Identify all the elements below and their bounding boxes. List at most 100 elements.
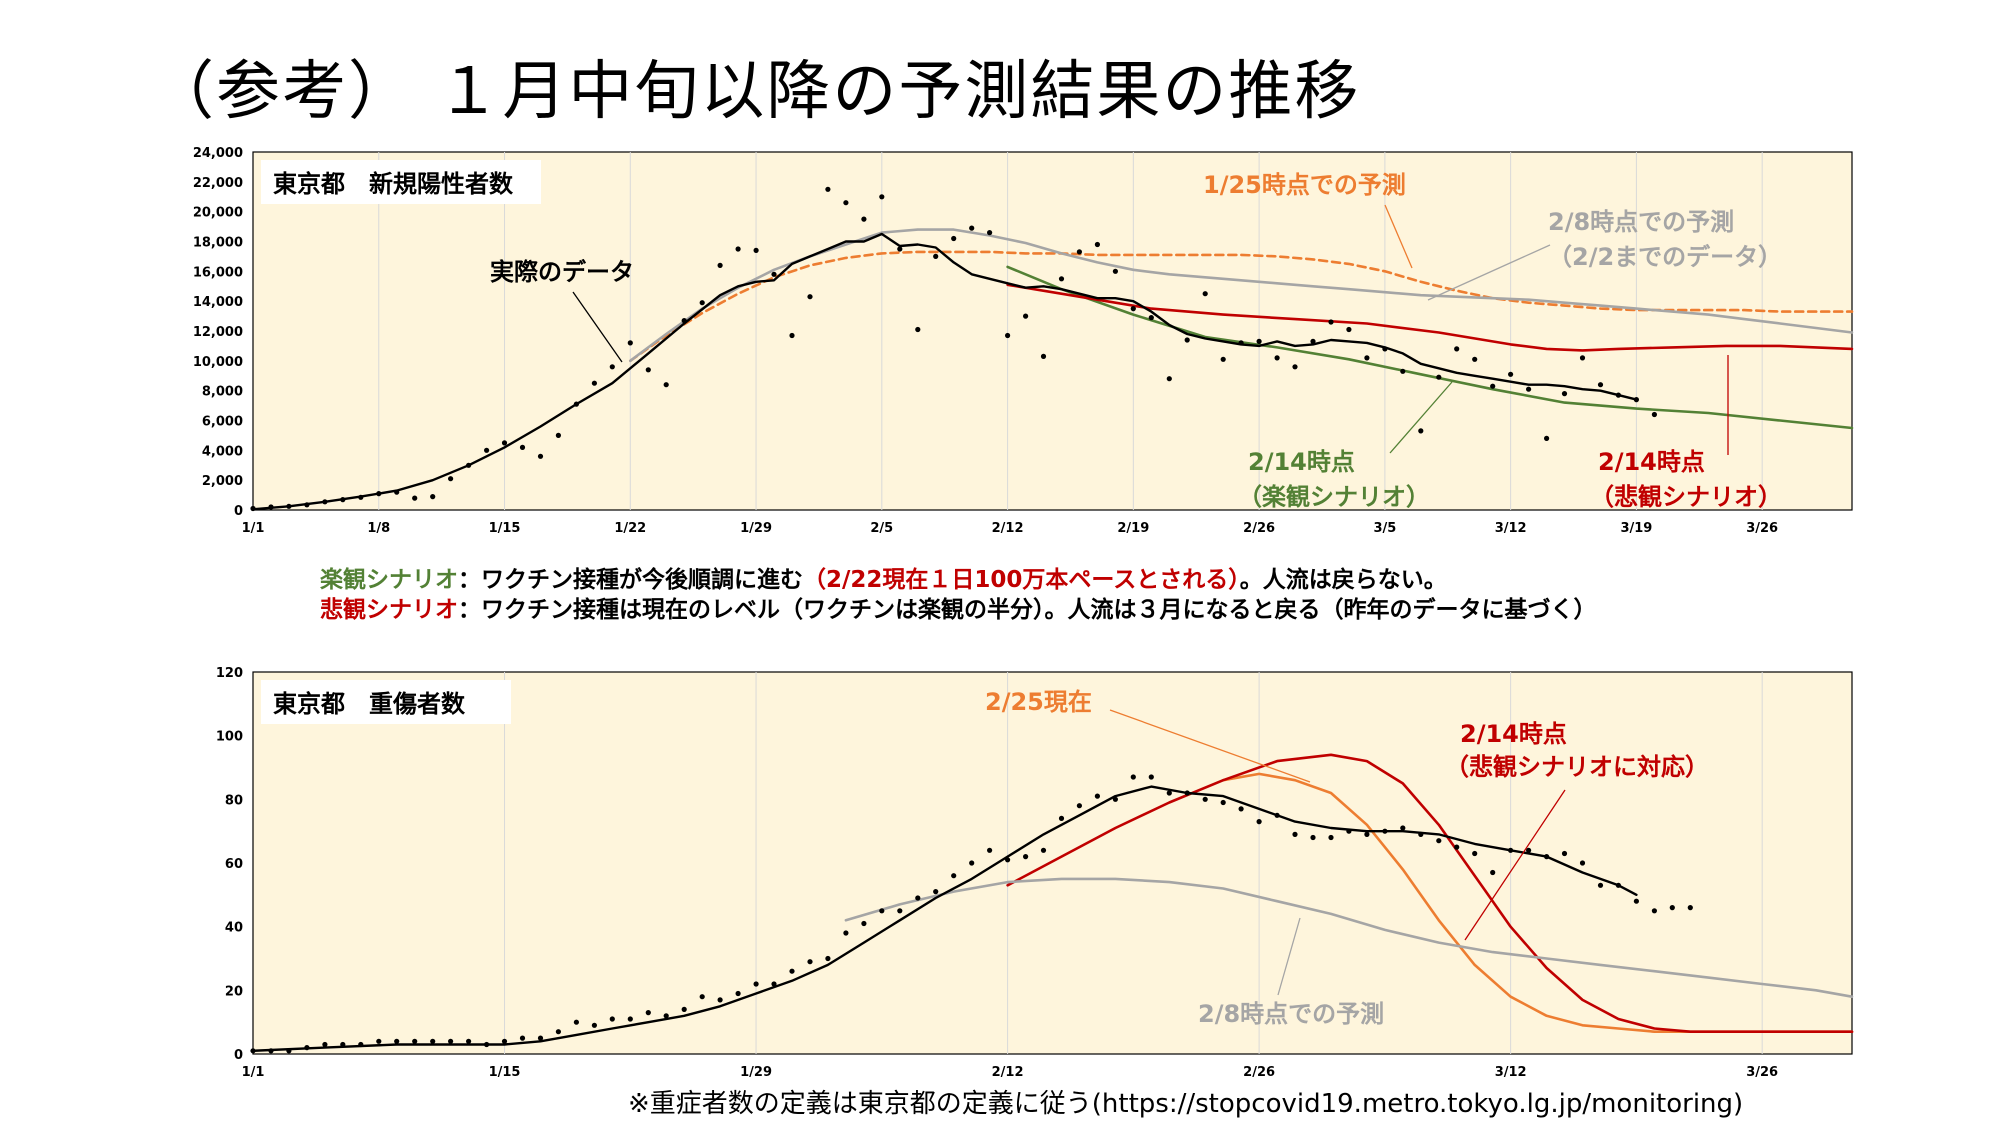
chart-title-box: 東京都 重傷者数 <box>261 680 511 724</box>
chart-title: 東京都 新規陽性者数 <box>273 170 514 198</box>
chart-severe: 0 20 40 60 80 100 120 1/1 1/15 1/29 2/12 2/26 3/12 3/… <box>216 666 1854 1080</box>
data-point <box>645 367 651 373</box>
annotation-opt-a: 2/14時点 <box>1248 448 1355 476</box>
data-point <box>466 462 472 468</box>
annotation-leader <box>1464 789 1566 941</box>
x-tick-label: 1/15 <box>489 521 521 536</box>
annotation-leader <box>1384 204 1413 269</box>
y-tick-label: 12,000 <box>193 325 243 340</box>
annotation-pred-0225: 2/25現在 <box>985 688 1092 716</box>
data-point <box>1400 368 1406 374</box>
data-point <box>681 318 687 324</box>
data-point <box>663 1013 669 1019</box>
x-tick-label: 3/5 <box>1373 521 1396 536</box>
data-point <box>376 1038 382 1044</box>
data-point <box>609 364 615 370</box>
data-point <box>1508 371 1514 377</box>
data-point <box>1346 828 1352 834</box>
legend-optimistic-highlight: （2/22現在１日100万本ペースとされる） <box>803 567 1240 593</box>
data-point <box>1454 844 1460 850</box>
data-point <box>555 1029 562 1035</box>
chart-title: 東京都 重傷者数 <box>273 690 466 718</box>
data-point <box>591 380 598 386</box>
data-point <box>1238 340 1244 346</box>
data-point <box>1274 812 1280 818</box>
data-point <box>1382 346 1388 352</box>
data-point <box>358 494 364 500</box>
data-point <box>1633 397 1639 403</box>
data-point <box>1310 834 1316 841</box>
annotation-pred-0208-a: 2/8時点での予測 <box>1548 208 1734 236</box>
legend-pessimistic-desc: ：ワクチン接種は現在のレベル（ワクチンは楽観の半分）。人流は３月になると戻る（昨… <box>458 597 1597 623</box>
y-tick-label: 20 <box>225 984 243 999</box>
data-point <box>807 294 813 300</box>
data-point <box>969 225 975 231</box>
annotation-leader <box>1109 709 1311 783</box>
data-point <box>1436 838 1442 844</box>
data-point <box>1292 364 1298 370</box>
data-point <box>789 332 795 339</box>
data-point <box>699 994 705 1000</box>
data-point <box>609 1016 615 1022</box>
data-point <box>537 1035 544 1041</box>
data-point <box>915 326 921 333</box>
data-point <box>1526 847 1532 853</box>
data-point <box>681 1006 687 1013</box>
data-point <box>1364 831 1370 838</box>
y-tick-label: 24,000 <box>193 146 243 161</box>
data-point <box>933 253 939 259</box>
data-point <box>933 889 939 895</box>
data-point <box>1040 847 1047 853</box>
data-point <box>1400 825 1406 831</box>
data-point <box>789 968 795 974</box>
x-tick-label: 1/1 <box>242 521 265 536</box>
y-tick-label: 6,000 <box>202 415 243 430</box>
data-point <box>1040 353 1047 359</box>
series-line-actual <box>251 232 1638 511</box>
data-point <box>484 1041 490 1048</box>
data-point <box>1256 338 1262 344</box>
data-point <box>286 503 292 509</box>
data-point <box>1633 898 1639 904</box>
data-point <box>1076 803 1082 809</box>
x-tick-label: 2/19 <box>1117 521 1149 536</box>
slide-title: （参考） １月中旬以降の予測結果の推移 <box>150 55 1361 129</box>
data-point <box>969 860 975 866</box>
annotation-pes-a: 2/14時点 <box>1598 448 1705 476</box>
annotation-leader <box>1427 244 1551 301</box>
data-point <box>1023 854 1029 860</box>
y-tick-label: 40 <box>225 921 243 936</box>
y-tick-label: 20,000 <box>193 206 243 221</box>
data-point <box>1058 815 1065 822</box>
data-point <box>430 494 436 500</box>
annotation-pessimistic-a: 2/14時点 <box>1460 720 1567 748</box>
data-point <box>987 847 993 853</box>
data-point <box>843 930 849 936</box>
data-point <box>340 497 346 503</box>
data-point <box>753 981 759 987</box>
data-point <box>771 271 777 277</box>
data-point <box>1615 392 1621 398</box>
legend-optimistic-name: 楽観シナリオ <box>320 567 458 593</box>
chart-positives: 0 2,000 4,000 6,000 8,000 10,000 12,000 14,000 1… <box>193 146 1854 536</box>
data-point <box>1651 908 1657 914</box>
legend-optimistic-desc-b: 。人流は戻らない。 <box>1239 567 1447 593</box>
x-tick-label: 1/15 <box>489 1065 521 1080</box>
data-point <box>322 499 328 505</box>
data-point <box>591 1022 598 1028</box>
data-point <box>1220 799 1226 806</box>
x-tick-label: 2/26 <box>1243 521 1275 536</box>
data-point <box>1005 857 1011 863</box>
plot-area <box>252 671 1853 1055</box>
data-point <box>1454 346 1460 352</box>
annotation-pred-0208: 2/8時点での予測 <box>1198 1000 1384 1028</box>
data-point <box>1579 355 1586 361</box>
data-point <box>627 1016 633 1022</box>
data-point <box>1328 319 1334 325</box>
data-point <box>466 1038 472 1044</box>
data-point <box>1130 306 1136 312</box>
data-point <box>1112 268 1118 274</box>
data-point <box>1292 831 1298 838</box>
data-point <box>1202 291 1208 297</box>
data-point <box>1005 332 1011 339</box>
